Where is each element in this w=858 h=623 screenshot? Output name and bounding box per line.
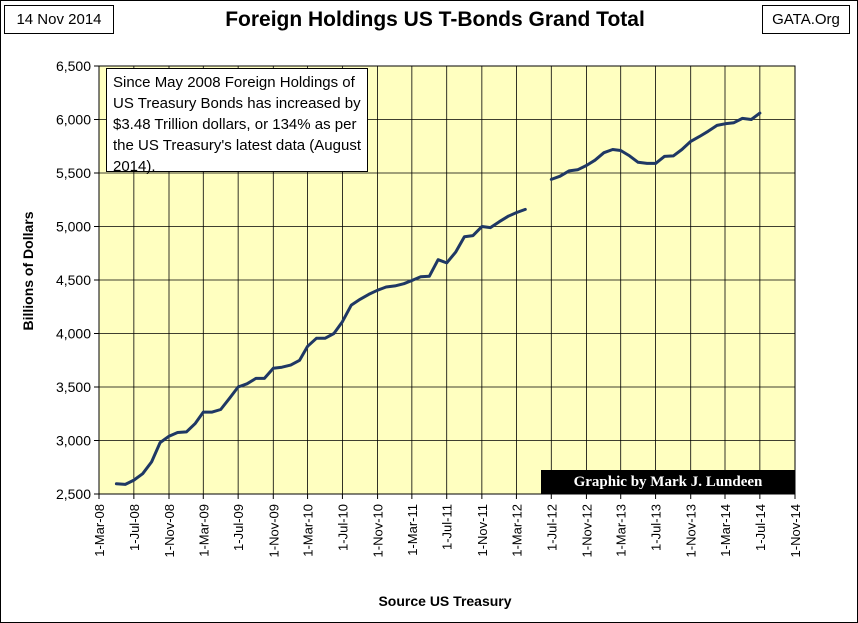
y-tick-label: 5,000: [56, 219, 91, 235]
y-tick-labels: 2,500 3,000 3,500 4,000 4,500 5,000 5,500 6,000…: [56, 58, 91, 502]
x-tick-label: 1-Nov-12: [579, 504, 594, 557]
x-tick-labels: 1-Mar-08 1-Jul-08 1-Nov-08 1-Mar-09 1-Jul-09…: [92, 504, 803, 557]
y-tick-label: 2,500: [56, 486, 91, 502]
x-tick-label: 1-Nov-09: [266, 504, 281, 557]
y-tick-label: 3,000: [56, 433, 91, 449]
x-tick-label: 1-Mar-14: [718, 504, 733, 557]
source-label: GATA.Org: [762, 5, 850, 34]
x-tick-label: 1-Nov-08: [162, 504, 177, 557]
chart-title: Foreign Holdings US T-Bonds Grand Total: [225, 8, 645, 31]
annotation-box: Since May 2008 Foreign Holdings of US Tr…: [106, 68, 368, 175]
y-tick-label: 3,500: [56, 379, 91, 395]
y-tick-label: 6,000: [56, 112, 91, 128]
axes: [94, 65, 796, 499]
x-tick-label: 1-Nov-13: [684, 504, 699, 557]
plot-border: [98, 65, 796, 495]
series-line-segment: [114, 207, 527, 486]
y-tick-label: 4,500: [56, 272, 91, 288]
x-tick-label: 1-Nov-11: [475, 504, 490, 557]
credit-banner: Graphic by Mark J. Lundeen: [541, 470, 795, 494]
x-tick-label: 1-Jul-11: [440, 504, 455, 550]
y-tick-label: 6,500: [56, 58, 91, 74]
x-tick-label: 1-Mar-08: [92, 504, 107, 557]
x-tick-label: 1-Jul-12: [544, 504, 559, 551]
date-label: 14 Nov 2014: [4, 5, 114, 34]
x-axis-label: Source US Treasury: [378, 593, 512, 609]
x-tick-label: 1-Jul-08: [127, 504, 142, 551]
series-layer: [114, 111, 762, 486]
x-tick-label: 1-Mar-10: [301, 504, 316, 557]
y-tick-label: 4,000: [56, 326, 91, 342]
x-tick-label: 1-Mar-13: [614, 504, 629, 557]
x-tick-label: 1-Jul-09: [231, 504, 246, 551]
x-tick-label: 1-Nov-14: [788, 504, 803, 557]
x-tick-label: 1-Mar-09: [196, 504, 211, 557]
x-tick-label: 1-Nov-10: [371, 504, 386, 557]
x-tick-label: 1-Mar-11: [405, 504, 420, 556]
x-tick-label: 1-Mar-12: [509, 504, 524, 557]
series-line-segment: [549, 111, 762, 181]
y-tick-label: 5,500: [56, 165, 91, 181]
x-tick-label: 1-Jul-13: [649, 504, 664, 551]
x-tick-label: 1-Jul-14: [753, 504, 768, 551]
x-tick-label: 1-Jul-10: [335, 504, 350, 551]
y-axis-label: Billions of Dollars: [20, 211, 36, 331]
